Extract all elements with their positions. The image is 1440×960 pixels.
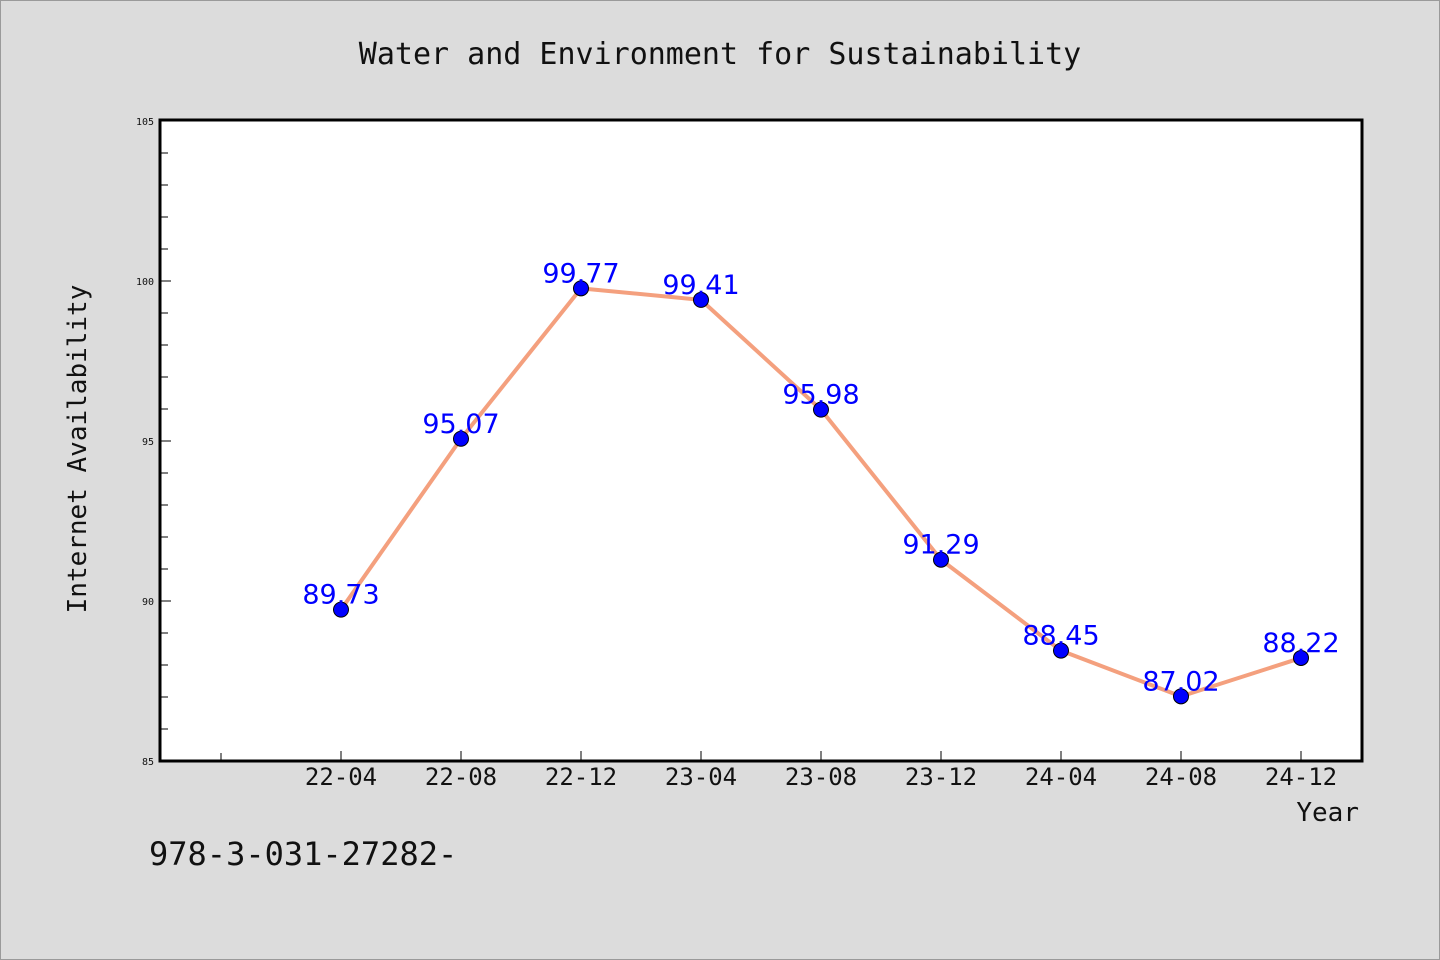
data-label: 88.45 bbox=[1022, 621, 1099, 652]
x-tick-label: 24-08 bbox=[1145, 763, 1217, 791]
data-label: 99.77 bbox=[542, 258, 619, 289]
x-tick-label: 23-12 bbox=[905, 763, 977, 791]
x-tick-label: 22-04 bbox=[305, 763, 377, 791]
data-label: 87.02 bbox=[1142, 666, 1219, 697]
y-tick-label: 100 bbox=[136, 277, 154, 288]
y-tick-label: 105 bbox=[136, 117, 154, 128]
x-tick-label: 22-12 bbox=[545, 763, 617, 791]
y-axis-label: Internet Availability bbox=[63, 285, 93, 614]
data-label: 95.98 bbox=[782, 380, 859, 411]
data-label: 99.41 bbox=[662, 270, 739, 301]
y-tick-label: 95 bbox=[142, 437, 154, 448]
chart-title: Water and Environment for Sustainability bbox=[359, 37, 1081, 72]
data-point bbox=[1173, 688, 1189, 705]
data-label: 91.29 bbox=[902, 530, 979, 561]
x-axis-label: Year bbox=[1296, 798, 1359, 828]
y-tick-label: 85 bbox=[142, 757, 154, 768]
plot-area bbox=[158, 118, 1364, 763]
data-point bbox=[333, 601, 349, 618]
data-point bbox=[1293, 649, 1309, 666]
series-line: 89.73 95.07 99.77 99.41 95.98 91.29 88.45 87.02… bbox=[302, 258, 1340, 705]
footer-isbn: 978-3-031-27282- bbox=[149, 835, 457, 873]
y-axis: 85 90 95 100 105 bbox=[136, 117, 171, 768]
data-point bbox=[693, 291, 709, 308]
data-point bbox=[573, 280, 589, 297]
data-label: 88.22 bbox=[1262, 628, 1339, 659]
data-label: 95.07 bbox=[422, 409, 499, 440]
data-label: 89.73 bbox=[302, 580, 379, 611]
data-point bbox=[933, 551, 949, 568]
data-point bbox=[813, 401, 829, 418]
x-tick-label: 24-12 bbox=[1265, 763, 1337, 791]
x-tick-label: 24-04 bbox=[1025, 763, 1097, 791]
data-point bbox=[453, 430, 469, 447]
data-point bbox=[1053, 642, 1069, 659]
x-tick-label: 22-08 bbox=[425, 763, 497, 791]
y-tick-label: 90 bbox=[142, 597, 154, 608]
x-tick-label: 23-04 bbox=[665, 763, 737, 791]
x-axis: 22-04 22-08 22-12 23-04 23-08 23-12 24-04 24-08… bbox=[220, 751, 1337, 791]
x-tick-label: 23-08 bbox=[785, 763, 857, 791]
